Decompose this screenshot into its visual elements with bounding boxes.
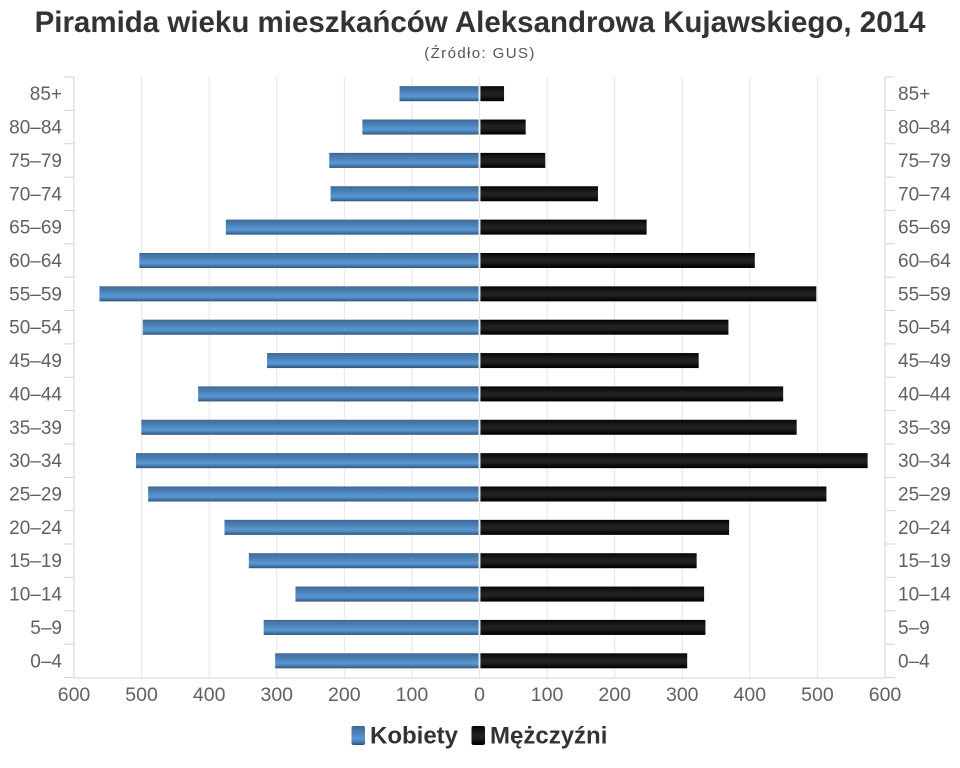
svg-text:35–39: 35–39	[9, 418, 62, 439]
svg-text:5–9: 5–9	[30, 618, 62, 639]
svg-text:10–14: 10–14	[9, 585, 62, 606]
svg-text:40–44: 40–44	[898, 384, 951, 405]
svg-text:85+: 85+	[30, 84, 62, 105]
svg-text:25–29: 25–29	[898, 485, 951, 506]
svg-text:65–69: 65–69	[9, 218, 62, 239]
svg-text:40–44: 40–44	[9, 384, 62, 405]
svg-text:45–49: 45–49	[898, 351, 951, 372]
svg-text:55–59: 55–59	[9, 284, 62, 305]
svg-text:Mężczyźni: Mężczyźni	[490, 723, 607, 750]
svg-text:15–19: 15–19	[898, 551, 951, 572]
svg-text:25–29: 25–29	[9, 485, 62, 506]
svg-text:0–4: 0–4	[30, 651, 62, 672]
svg-text:500: 500	[801, 684, 834, 706]
svg-text:300: 300	[260, 684, 293, 706]
svg-text:45–49: 45–49	[9, 351, 62, 372]
svg-text:70–74: 70–74	[9, 184, 62, 205]
svg-text:30–34: 30–34	[9, 451, 62, 472]
svg-text:55–59: 55–59	[898, 284, 951, 305]
svg-text:400: 400	[193, 684, 226, 706]
svg-text:65–69: 65–69	[898, 218, 951, 239]
svg-text:100: 100	[396, 684, 429, 706]
svg-text:5–9: 5–9	[898, 618, 930, 639]
svg-text:400: 400	[734, 684, 767, 706]
svg-text:60–64: 60–64	[9, 251, 62, 272]
svg-text:20–24: 20–24	[898, 518, 951, 539]
svg-text:Kobiety: Kobiety	[370, 723, 459, 750]
svg-text:0: 0	[474, 684, 485, 706]
svg-text:Piramida wieku mieszkańców Ale: Piramida wieku mieszkańców Aleksandrowa …	[35, 6, 926, 39]
svg-text:75–79: 75–79	[898, 151, 951, 172]
svg-text:10–14: 10–14	[898, 585, 951, 606]
svg-text:30–34: 30–34	[898, 451, 951, 472]
svg-text:500: 500	[125, 684, 158, 706]
svg-text:50–54: 50–54	[898, 318, 951, 339]
svg-text:35–39: 35–39	[898, 418, 951, 439]
svg-text:600: 600	[58, 684, 91, 706]
svg-text:80–84: 80–84	[898, 118, 951, 139]
svg-text:300: 300	[666, 684, 699, 706]
svg-text:20–24: 20–24	[9, 518, 62, 539]
svg-text:0–4: 0–4	[898, 651, 930, 672]
svg-text:(Źródło: GUS): (Źródło: GUS)	[424, 45, 536, 62]
svg-text:70–74: 70–74	[898, 184, 951, 205]
svg-text:85+: 85+	[898, 84, 930, 105]
svg-text:60–64: 60–64	[898, 251, 951, 272]
svg-text:50–54: 50–54	[9, 318, 62, 339]
svg-text:200: 200	[328, 684, 361, 706]
svg-text:200: 200	[598, 684, 631, 706]
svg-text:80–84: 80–84	[9, 118, 62, 139]
svg-text:600: 600	[869, 684, 902, 706]
svg-text:75–79: 75–79	[9, 151, 62, 172]
svg-text:100: 100	[531, 684, 564, 706]
svg-text:15–19: 15–19	[9, 551, 62, 572]
